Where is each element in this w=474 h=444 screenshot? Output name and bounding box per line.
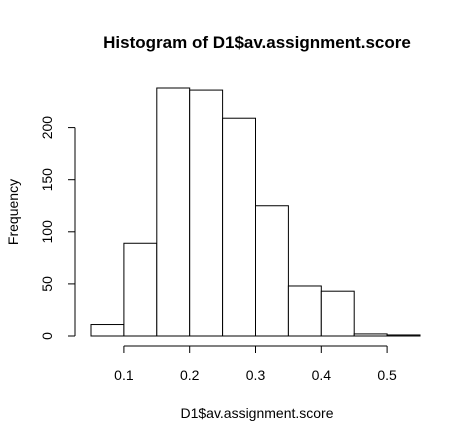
x-tick-label: 0.3: [246, 367, 266, 383]
histogram-bar: [90, 324, 125, 337]
y-axis: 0 50 100 150 200: [39, 116, 76, 340]
x-axis-label: D1$av.assignment.score: [180, 405, 333, 421]
x-tick-label: 0.1: [114, 367, 134, 383]
histogram-bar: [320, 290, 355, 337]
y-tick-label: 200: [39, 116, 55, 140]
x-axis: 0.1 0.2 0.3 0.4 0.5: [114, 345, 397, 383]
y-tick-label: 0: [39, 332, 55, 340]
x-tick-label: 0.2: [180, 367, 200, 383]
histogram-bar: [156, 87, 191, 337]
x-tick-label: 0.5: [377, 367, 397, 383]
bars-group: [90, 87, 421, 337]
histogram-bar: [287, 285, 322, 337]
histogram-bar: [386, 334, 421, 337]
histogram-bar: [353, 333, 388, 337]
y-tick-label: 50: [39, 276, 55, 292]
y-tick-label: 150: [39, 168, 55, 192]
x-tick-label: 0.4: [312, 367, 332, 383]
histogram-bar: [189, 89, 224, 337]
histogram-bar: [255, 205, 289, 337]
chart-title: Histogram of D1$av.assignment.score: [103, 33, 411, 52]
histogram-bar: [123, 242, 158, 337]
y-axis-label: Frequency: [5, 179, 21, 245]
y-tick-label: 100: [39, 220, 55, 244]
histogram-bar: [222, 117, 257, 337]
